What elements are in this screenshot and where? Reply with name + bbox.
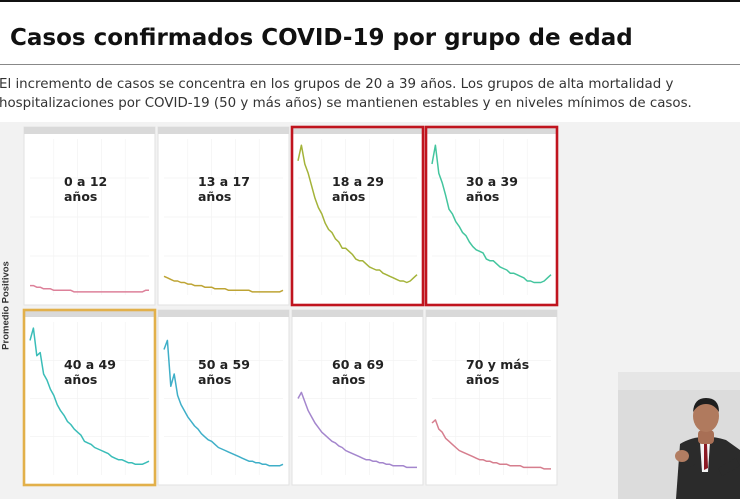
slide-subtitle: El incremento de casos se concentra en l… xyxy=(0,75,740,113)
series-line-7 xyxy=(431,419,551,470)
facet-panel-6 xyxy=(291,309,424,486)
highlight-frame-2 xyxy=(290,125,425,307)
facet-strip-1 xyxy=(158,127,289,134)
facet-panel-4 xyxy=(23,309,156,486)
title-divider xyxy=(0,64,740,65)
facet-strip-2 xyxy=(292,127,423,134)
facet-strip-6 xyxy=(292,310,423,317)
facet-panel-1 xyxy=(157,126,290,306)
facet-panel-5 xyxy=(157,309,290,486)
series-line-3 xyxy=(431,144,552,284)
subtitle-line-1: El incremento de casos se concentra en l… xyxy=(0,77,674,92)
facet-panel-0 xyxy=(23,126,156,306)
series-line-0 xyxy=(30,284,149,293)
series-line-4 xyxy=(29,327,150,466)
facet-label-6: 60 a 69 años xyxy=(332,357,384,387)
slide-title: Casos confirmados COVID-19 por grupo de … xyxy=(10,25,633,51)
facet-strip-7 xyxy=(426,310,557,317)
facet-label-4: 40 a 49 años xyxy=(64,357,116,387)
facet-label-3: 30 a 39 años xyxy=(466,174,518,204)
facet-strip-4 xyxy=(24,310,155,317)
facet-strip-3 xyxy=(426,127,557,134)
facet-label-0: 0 a 12 años xyxy=(64,174,108,204)
highlight-frame-4 xyxy=(22,308,157,487)
highlight-frame-3 xyxy=(424,125,559,307)
facet-label-5: 50 a 59 años xyxy=(198,357,250,387)
presenter-figure xyxy=(618,372,740,499)
facet-panel-7 xyxy=(425,309,558,486)
facet-strip-0 xyxy=(24,127,155,134)
series-line-2 xyxy=(297,144,418,284)
facet-panel-3 xyxy=(425,126,558,306)
series-line-1 xyxy=(163,275,284,293)
facet-panel-2 xyxy=(291,126,424,306)
presenter-video-inset xyxy=(618,372,740,499)
subtitle-line-2: hospitalizaciones por COVID-19 (50 y más… xyxy=(0,96,692,111)
top-rule xyxy=(0,0,740,2)
facet-label-7: 70 y más años xyxy=(466,357,530,387)
facet-label-1: 13 a 17 años xyxy=(198,174,250,204)
series-line-5 xyxy=(163,339,284,467)
facet-label-2: 18 a 29 años xyxy=(332,174,384,204)
facet-strip-5 xyxy=(158,310,289,317)
series-line-6 xyxy=(297,391,417,469)
